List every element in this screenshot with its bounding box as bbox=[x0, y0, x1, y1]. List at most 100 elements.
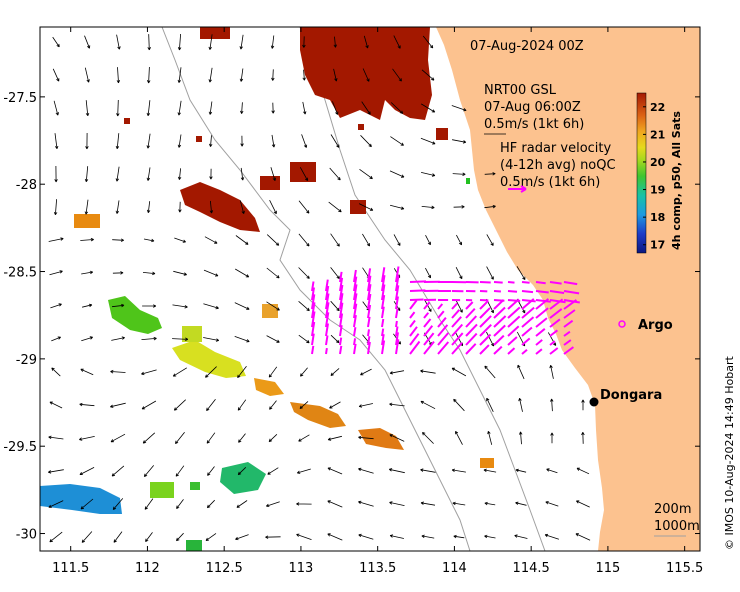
radar-arrow bbox=[353, 284, 358, 301]
velocity-arrow bbox=[49, 270, 63, 276]
velocity-arrow bbox=[206, 432, 216, 444]
radar-arrow bbox=[395, 320, 398, 328]
y-tick-label: -29.5 bbox=[3, 440, 37, 455]
velocity-arrow bbox=[80, 498, 94, 510]
land-mass bbox=[436, 27, 700, 551]
velocity-arrow bbox=[484, 365, 496, 379]
velocity-arrow bbox=[270, 35, 275, 49]
radar-arrow bbox=[353, 293, 358, 310]
colorbar-tick-label: 19 bbox=[650, 184, 665, 197]
radar-arrow bbox=[507, 336, 518, 346]
radar-arrow bbox=[339, 293, 344, 310]
velocity-arrow bbox=[208, 101, 213, 115]
radar-arrow bbox=[423, 325, 434, 337]
radar-arrow bbox=[521, 348, 528, 355]
colorbar-tick-label: 20 bbox=[650, 156, 666, 169]
velocity-arrow bbox=[333, 68, 338, 82]
radar-arrow bbox=[507, 347, 516, 355]
velocity-arrow bbox=[173, 270, 187, 276]
velocity-arrow bbox=[79, 467, 95, 475]
radar-arrow bbox=[325, 279, 329, 292]
radar-legend: HF radar velocity (4-12h avg) noQC 0.5m/… bbox=[500, 141, 616, 193]
velocity-arrow bbox=[175, 465, 185, 477]
radar-arrow bbox=[311, 321, 316, 337]
radar-arrow bbox=[325, 285, 330, 301]
velocity-arrow bbox=[390, 136, 404, 146]
argo-marker bbox=[618, 320, 626, 328]
radar-arrow bbox=[395, 326, 399, 337]
sst-patch-orange-3 bbox=[290, 402, 346, 428]
velocity-arrow bbox=[451, 468, 466, 473]
velocity-arrow bbox=[112, 498, 124, 510]
radar-arrow bbox=[535, 348, 543, 355]
radar-arrow bbox=[409, 289, 426, 292]
velocity-arrow bbox=[266, 335, 280, 343]
velocity-arrow bbox=[113, 531, 123, 543]
radar-arrow bbox=[409, 326, 418, 337]
velocity-arrow bbox=[486, 266, 494, 280]
velocity-arrow bbox=[483, 468, 497, 473]
radar-arrow bbox=[563, 290, 580, 295]
velocity-arrow bbox=[143, 238, 155, 243]
radar-arrow bbox=[563, 299, 580, 304]
radar-arrow bbox=[521, 306, 535, 319]
radar-arrow bbox=[409, 333, 420, 346]
x-tick-label: 111.5 bbox=[52, 561, 89, 576]
radar-arrow bbox=[367, 316, 371, 328]
radar-arrow bbox=[423, 301, 431, 310]
velocity-arrow bbox=[330, 368, 340, 376]
velocity-arrow bbox=[177, 67, 182, 83]
velocity-arrow bbox=[517, 364, 525, 380]
velocity-arrow bbox=[327, 467, 343, 475]
velocity-arrow bbox=[176, 499, 184, 509]
radar-arrow bbox=[325, 293, 330, 310]
radar-arrow bbox=[409, 319, 416, 328]
velocity-arrow bbox=[550, 398, 554, 412]
velocity-arrow bbox=[142, 271, 156, 276]
radar-arrow bbox=[535, 339, 543, 346]
velocity-arrow bbox=[330, 134, 340, 148]
radar-arrow bbox=[563, 330, 571, 337]
velocity-arrow bbox=[421, 534, 435, 539]
velocity-arrow bbox=[146, 167, 151, 181]
velocity-arrow bbox=[519, 431, 523, 445]
velocity-arrow bbox=[452, 139, 467, 144]
sst-patch-orange-5 bbox=[262, 304, 278, 318]
velocity-arrow bbox=[453, 534, 465, 539]
radar-arrow bbox=[423, 340, 435, 355]
radar-arrow bbox=[563, 281, 578, 286]
velocity-arrow bbox=[174, 237, 186, 243]
velocity-arrow bbox=[81, 270, 94, 275]
velocity-arrow bbox=[581, 399, 585, 411]
velocity-arrow bbox=[422, 35, 434, 49]
velocity-arrow bbox=[299, 167, 309, 182]
velocity-arrow bbox=[271, 69, 275, 81]
velocity-arrow bbox=[84, 166, 89, 183]
velocity-arrow bbox=[143, 465, 155, 477]
velocity-arrow bbox=[550, 432, 554, 444]
velocity-arrow bbox=[84, 35, 91, 49]
hf-radar-velocity-arrows bbox=[311, 266, 580, 355]
velocity-arrow bbox=[486, 397, 494, 412]
radar-arrow bbox=[311, 311, 316, 328]
velocity-arrow bbox=[452, 501, 466, 506]
sst-patch-orange-2 bbox=[254, 378, 284, 396]
radar-arrow bbox=[381, 318, 385, 328]
velocity-arrow bbox=[173, 399, 186, 411]
radar-arrow bbox=[325, 302, 330, 319]
colorbar-tick-label: 18 bbox=[650, 211, 665, 224]
y-tick-label: -28.5 bbox=[3, 266, 37, 281]
velocity-arrow bbox=[359, 168, 373, 180]
radar-arrow bbox=[395, 275, 400, 292]
radar-arrow bbox=[465, 308, 476, 319]
radar-arrow bbox=[353, 303, 358, 319]
radar-arrow bbox=[311, 302, 316, 319]
velocity-arrow bbox=[207, 466, 215, 476]
radar-arrow bbox=[521, 299, 536, 303]
velocity-arrow bbox=[85, 100, 90, 117]
velocity-arrow bbox=[362, 68, 370, 82]
velocity-arrow bbox=[358, 500, 374, 507]
velocity-arrow bbox=[332, 101, 339, 115]
radar-arrow bbox=[381, 294, 386, 310]
velocity-arrow bbox=[175, 432, 185, 445]
